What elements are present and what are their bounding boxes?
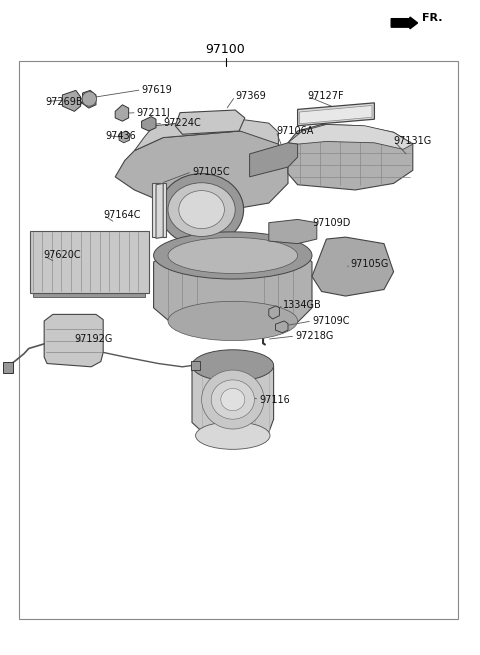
Bar [152,183,166,237]
Text: 97116: 97116 [259,394,290,405]
Polygon shape [250,143,298,177]
Ellipse shape [179,191,225,229]
Ellipse shape [154,232,312,279]
Polygon shape [269,219,317,244]
Ellipse shape [168,238,298,274]
Polygon shape [119,131,130,143]
Text: 97436: 97436 [106,130,136,141]
Ellipse shape [202,370,264,429]
Ellipse shape [168,301,298,341]
FancyArrow shape [391,17,418,29]
Polygon shape [83,90,96,108]
Polygon shape [192,367,274,440]
Ellipse shape [168,183,235,236]
Bar [30,231,149,293]
Text: 97369: 97369 [235,91,266,102]
Polygon shape [156,183,163,238]
Text: 97106A: 97106A [276,126,313,136]
Polygon shape [175,110,245,134]
Text: 97109C: 97109C [312,316,349,326]
Polygon shape [134,118,278,151]
Bar [33,290,145,297]
Text: 97109D: 97109D [312,217,350,228]
Text: 97105C: 97105C [192,166,229,177]
Text: 97269B: 97269B [46,96,83,107]
Polygon shape [115,131,288,210]
Text: 97164C: 97164C [103,210,141,220]
Ellipse shape [195,422,270,449]
Polygon shape [276,321,288,333]
Polygon shape [288,124,413,190]
Ellipse shape [192,350,274,381]
Bar [3,362,13,373]
Text: 97620C: 97620C [43,250,81,261]
Polygon shape [62,90,81,111]
Text: 97218G: 97218G [295,331,334,341]
Text: 97224C: 97224C [163,118,201,128]
Ellipse shape [82,92,96,106]
Ellipse shape [221,388,245,411]
Polygon shape [142,117,156,131]
Bar [191,361,200,370]
Text: 97211J: 97211J [137,107,170,118]
Ellipse shape [211,380,254,419]
Ellipse shape [159,174,243,246]
Text: FR.: FR. [422,13,443,24]
Text: 1334GB: 1334GB [283,299,322,310]
Polygon shape [269,306,279,319]
Polygon shape [154,241,312,332]
Text: 97619: 97619 [142,85,172,96]
Text: 97192G: 97192G [74,334,113,345]
Polygon shape [288,124,413,149]
Polygon shape [44,314,103,367]
Polygon shape [300,105,372,124]
Text: 97100: 97100 [206,43,245,56]
Bar [19,61,458,619]
Text: 97131G: 97131G [394,136,432,146]
Polygon shape [115,105,129,121]
Polygon shape [298,103,374,126]
Polygon shape [312,237,394,296]
Text: 97127F: 97127F [307,91,344,102]
Text: 97105G: 97105G [350,259,389,269]
